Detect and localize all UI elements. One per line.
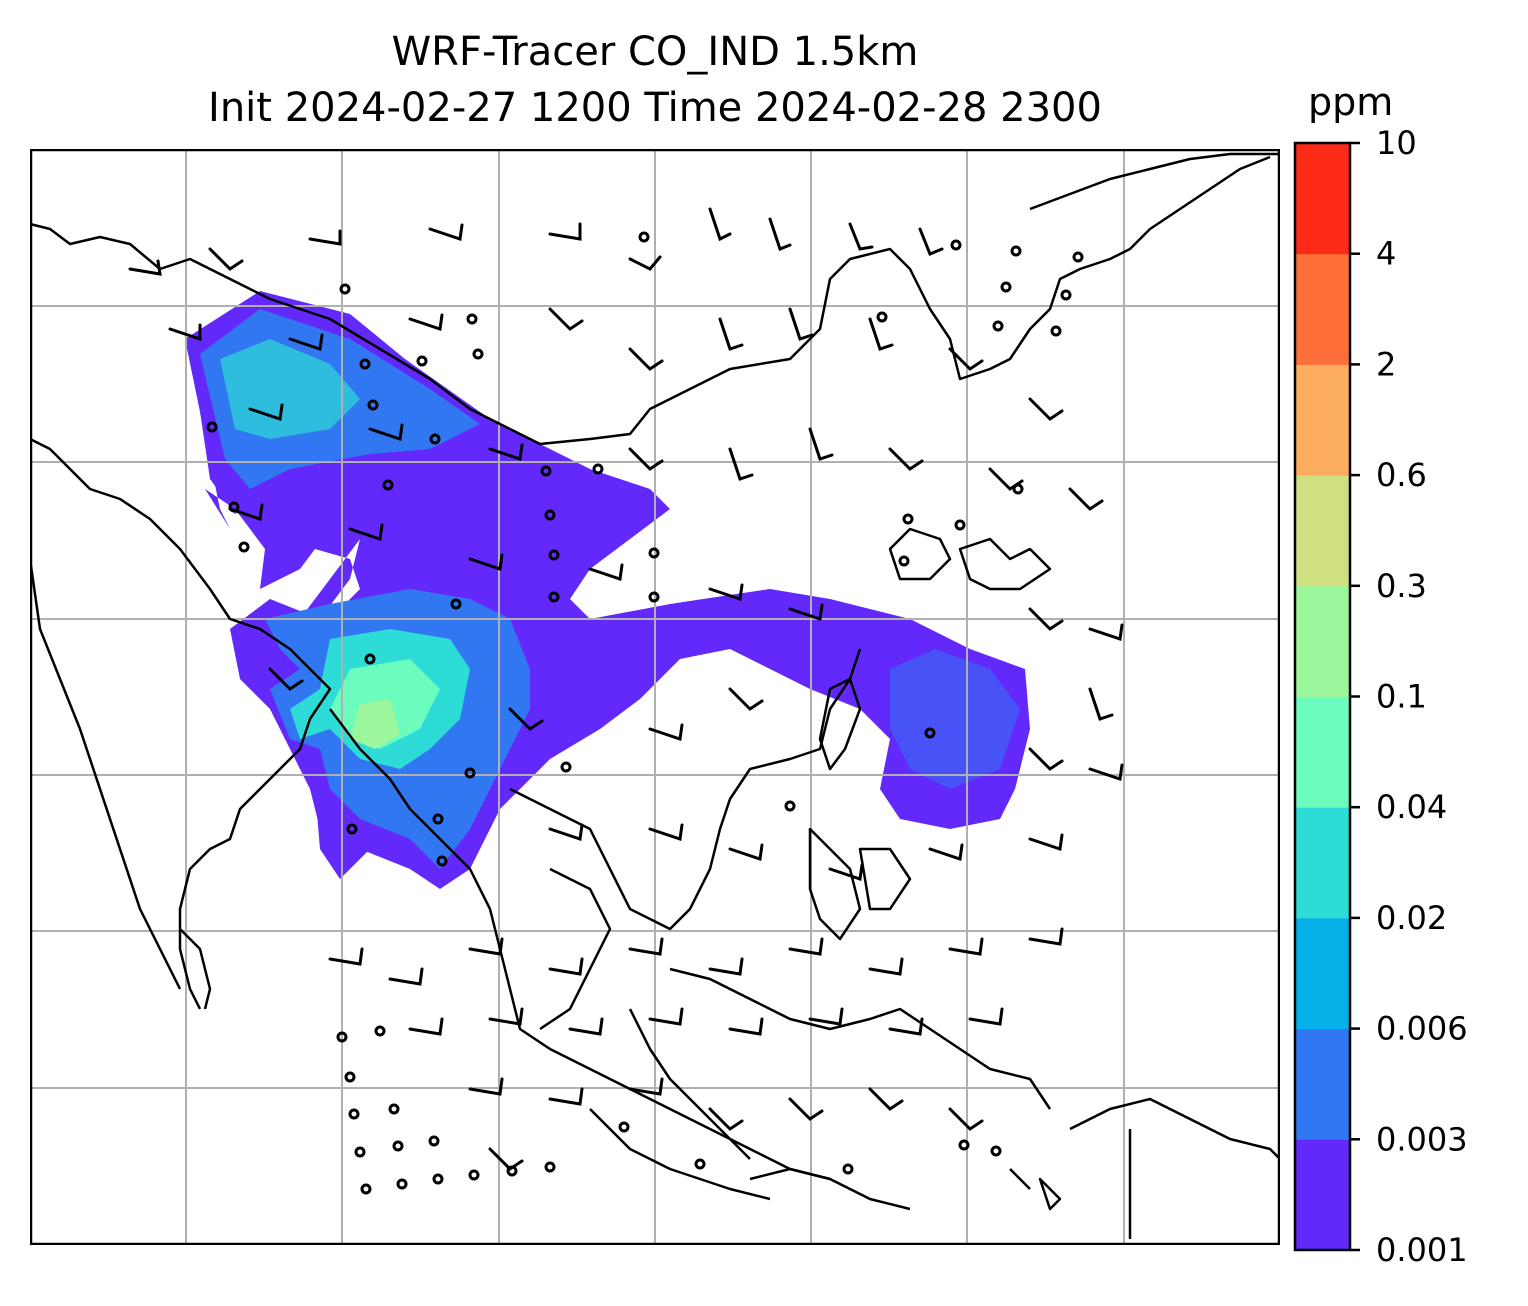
- calm-wind-markers: [206, 231, 1084, 1195]
- map-title-line2: Init 2024-02-27 1200 Time 2024-02-28 230…: [208, 85, 1102, 131]
- map-plot-area: [30, 149, 1280, 1245]
- colorbar-tick-label: 0.3: [1376, 567, 1427, 605]
- colorbar-segment: [1295, 143, 1350, 255]
- colorbar-segment: [1295, 917, 1350, 1030]
- colorbar-tick-label: 0.003: [1376, 1120, 1468, 1158]
- colorbar-tick-label: 0.04: [1376, 788, 1447, 826]
- map-title-line1: WRF-Tracer CO_IND 1.5km: [391, 29, 919, 75]
- colorbar-unit: ppm: [1308, 80, 1394, 124]
- colorbar-tick-label: 0.6: [1376, 456, 1427, 494]
- colorbar-segment: [1295, 253, 1350, 365]
- colorbar-segment: [1295, 475, 1350, 587]
- colorbar-segment: [1295, 1139, 1350, 1251]
- colorbar: 0.001 0.003 0.006 0.02 0.04 0.1 0.3 0.6 2 4 10: [1293, 124, 1468, 1269]
- colorbar-segment: [1295, 364, 1350, 476]
- colorbar-tick-label: 10: [1376, 124, 1417, 162]
- colorbar-segment: [1295, 807, 1350, 919]
- colorbar-segment: [1295, 585, 1350, 697]
- wind-barbs: [128, 207, 1124, 1171]
- tracer-field: [185, 291, 1030, 889]
- map-gridlines: [30, 149, 1280, 1245]
- colorbar-tick-label: 0.02: [1376, 899, 1447, 937]
- colorbar-tick-label: 0.006: [1376, 1010, 1468, 1048]
- colorbar-tick-label: 4: [1376, 235, 1396, 273]
- colorbar-segment: [1295, 1028, 1350, 1140]
- colorbar-tick-label: 2: [1376, 345, 1396, 383]
- colorbar-tick-label: 0.1: [1376, 678, 1427, 716]
- coastlines: [30, 152, 1280, 1239]
- map-frame: [30, 149, 1280, 1245]
- colorbar-segment: [1295, 696, 1350, 808]
- colorbar-tick-label: 0.001: [1376, 1231, 1468, 1269]
